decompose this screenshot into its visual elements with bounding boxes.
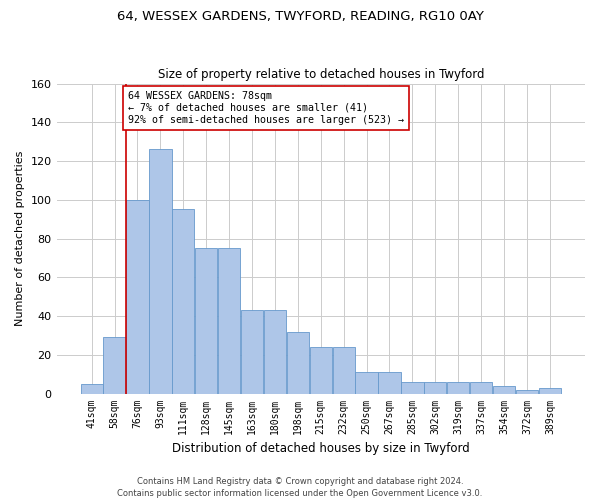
Title: Size of property relative to detached houses in Twyford: Size of property relative to detached ho… (158, 68, 484, 81)
Bar (241, 310, 263, 394)
Bar (264, 310, 286, 394)
Y-axis label: Number of detached properties: Number of detached properties (15, 151, 25, 326)
Bar (332, 347, 355, 394)
Bar (149, 150, 172, 394)
Bar (103, 338, 125, 394)
Bar (516, 390, 538, 394)
Bar (310, 347, 332, 394)
Bar (287, 332, 309, 394)
Bar (379, 372, 401, 394)
Bar (80, 384, 103, 394)
Bar (218, 248, 240, 394)
Bar (127, 200, 149, 394)
X-axis label: Distribution of detached houses by size in Twyford: Distribution of detached houses by size … (172, 442, 470, 455)
Bar (172, 210, 194, 394)
Bar (401, 382, 424, 394)
Text: Contains HM Land Registry data © Crown copyright and database right 2024.
Contai: Contains HM Land Registry data © Crown c… (118, 476, 482, 498)
Bar (493, 386, 515, 394)
Bar (539, 388, 561, 394)
Text: 64, WESSEX GARDENS, TWYFORD, READING, RG10 0AY: 64, WESSEX GARDENS, TWYFORD, READING, RG… (116, 10, 484, 23)
Bar (195, 248, 217, 394)
Bar (447, 382, 469, 394)
Bar (424, 382, 446, 394)
Bar (355, 372, 378, 394)
Text: 64 WESSEX GARDENS: 78sqm
← 7% of detached houses are smaller (41)
92% of semi-de: 64 WESSEX GARDENS: 78sqm ← 7% of detache… (128, 92, 404, 124)
Bar (470, 382, 492, 394)
